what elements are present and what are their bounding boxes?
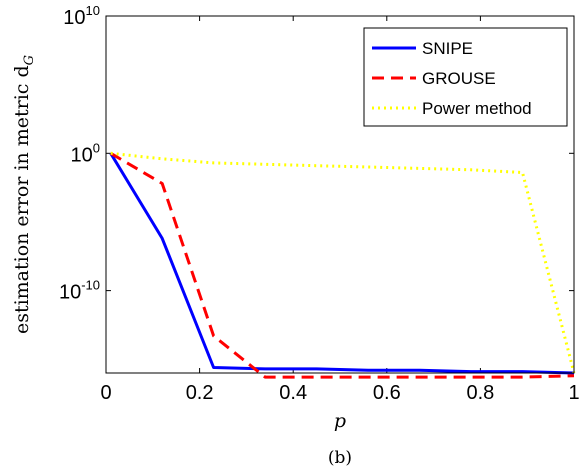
series-line-power-method [110, 151, 576, 374]
series-lines [109, 151, 576, 379]
series-line-grouse [109, 152, 575, 379]
x-axis-title: p [334, 410, 346, 432]
x-tick-label: 0.2 [186, 382, 214, 404]
x-tick-label: 0.4 [279, 382, 307, 404]
x-tick-label: 1 [568, 382, 579, 404]
legend-label: GROUSE [422, 69, 496, 88]
y-tick-label-exponent: -10 [81, 278, 100, 293]
legend: SNIPE GROUSE Power method [363, 27, 568, 127]
x-tick-label: 0.6 [373, 382, 401, 404]
x-tick-label: 0 [100, 382, 111, 404]
y-tick-label-exponent: 0 [93, 140, 100, 155]
y-tick-label-base: 10 [59, 282, 81, 304]
x-tick-label: 0.8 [466, 382, 494, 404]
series-line-snipe [109, 152, 575, 375]
y-tick-label: 1010 [63, 3, 100, 29]
plot-frame [105, 15, 575, 374]
y-axis-title: estimation error in metric dG [11, 55, 37, 334]
legend-label: SNIPE [422, 39, 473, 58]
figure-caption: (b) [328, 448, 352, 468]
legend-label: Power method [422, 99, 532, 118]
y-tick-label-base: 10 [71, 144, 93, 166]
y-axis-title-text: estimation error in metric d [11, 65, 33, 334]
y-tick-label-base: 10 [63, 7, 85, 29]
y-tick-label-exponent: 10 [86, 3, 100, 18]
y-axis-title-subscript: G [22, 55, 37, 65]
legend-items: SNIPE GROUSE Power method [372, 39, 532, 118]
y-tick-label: 100 [71, 140, 100, 166]
x-tick-labels: 0 0.2 0.4 0.6 0.8 1 [100, 382, 579, 404]
y-tick-label: 10-10 [59, 278, 100, 304]
